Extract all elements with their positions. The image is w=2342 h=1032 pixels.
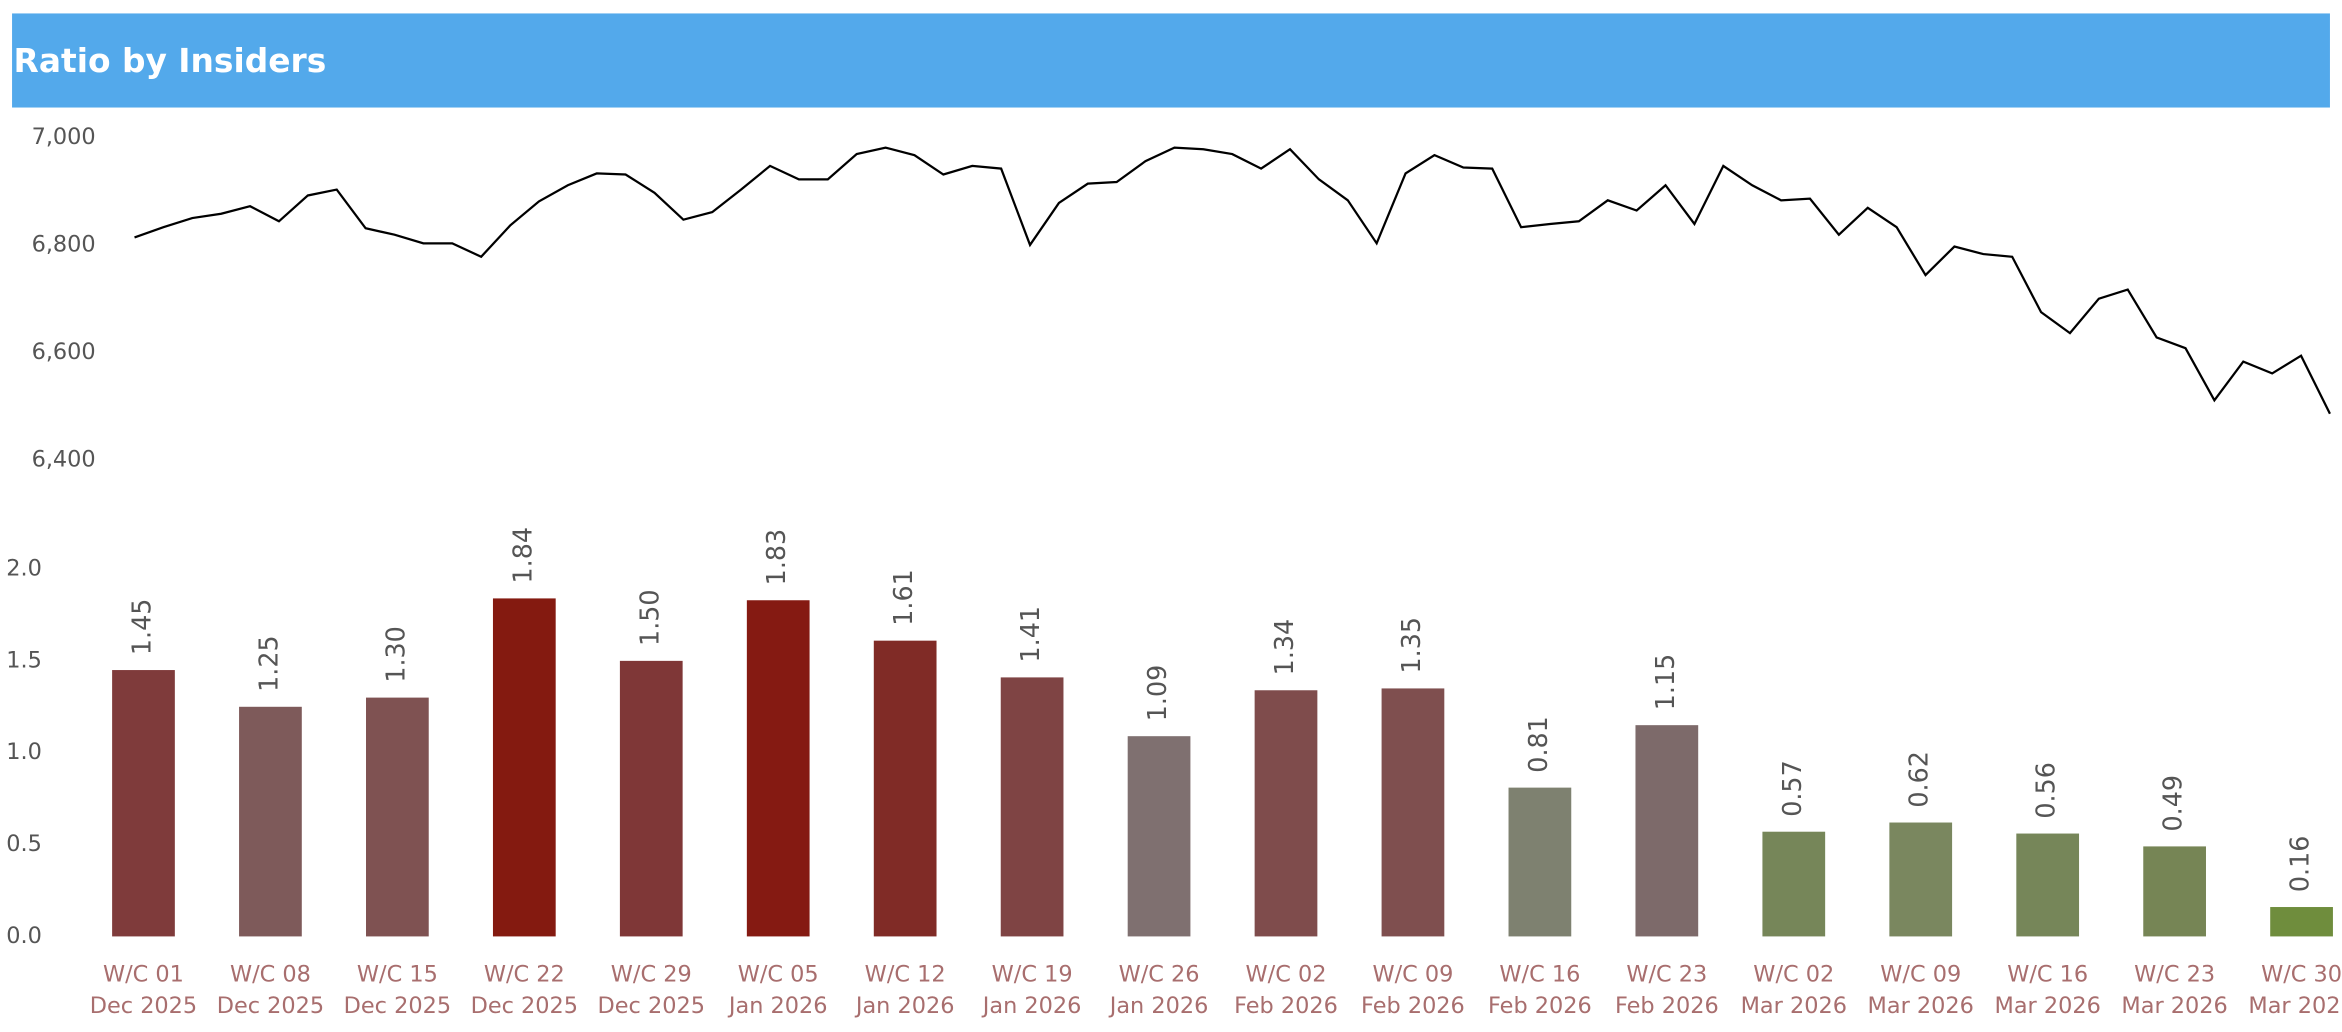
value-label: 1.30 (380, 626, 410, 682)
y-tick-label: 2.0 (6, 556, 42, 582)
x-tick-label: W/C 12 (865, 962, 946, 988)
x-tick-label: W/C 26 (1119, 962, 1200, 988)
x-tick-label: Jan 2026 (854, 993, 955, 1019)
bar (112, 670, 175, 937)
bar (1635, 725, 1699, 937)
value-label: 1.15 (1650, 654, 1680, 711)
bar (1127, 736, 1191, 937)
bar (1254, 690, 1318, 937)
value-label: 1.84 (507, 527, 537, 584)
x-tick-label: Feb 2026 (1615, 993, 1719, 1019)
x-tick-label: Dec 2025 (90, 993, 197, 1019)
x-tick-label: Dec 2025 (471, 993, 578, 1019)
bar (366, 697, 429, 937)
x-tick-label: W/C 19 (992, 962, 1073, 988)
x-tick-label: Jan 2026 (981, 993, 1082, 1019)
bar (2270, 907, 2333, 937)
value-label: 1.83 (761, 529, 791, 586)
x-tick-label: W/C 02 (1753, 962, 1834, 988)
x-tick-label: W/C 08 (230, 962, 311, 988)
value-label: 1.50 (634, 589, 664, 646)
x-tick-label: Mar 2026 (2121, 993, 2227, 1019)
price-line (134, 146, 2331, 415)
y-tick-label: 7,000 (32, 124, 96, 150)
bar (239, 706, 302, 937)
bar (492, 598, 556, 937)
bar (1889, 822, 1953, 937)
y-tick-label: 1.5 (6, 647, 42, 673)
bar (619, 660, 683, 937)
x-tick-label: Feb 2026 (1234, 993, 1338, 1019)
x-tick-label: W/C 23 (1626, 962, 1707, 988)
x-tick-label: W/C 23 (2134, 962, 2215, 988)
value-label: 0.62 (1904, 751, 1934, 808)
x-tick-label: Mar 2026 (1868, 993, 1974, 1019)
x-tick-label: Jan 2026 (727, 993, 828, 1019)
value-label: 1.34 (1269, 619, 1299, 676)
bar (2016, 833, 2080, 937)
x-tick-label: W/C 02 (1246, 962, 1327, 988)
bar (1508, 787, 1572, 937)
x-tick-label: Mar 2026 (1741, 993, 1847, 1019)
x-tick-label: W/C 16 (1499, 962, 1580, 988)
value-label: 1.41 (1015, 606, 1045, 663)
x-tick-label: Feb 2026 (1488, 993, 1592, 1019)
value-label: 1.09 (1142, 665, 1172, 722)
bar (1381, 688, 1445, 937)
y-tick-label: 6,800 (32, 231, 96, 257)
bar (1000, 677, 1064, 937)
value-label: 0.56 (2031, 762, 2061, 819)
x-tick-label: W/C 16 (2007, 962, 2088, 988)
value-label: 0.57 (1777, 760, 1807, 817)
x-tick-label: Dec 2025 (217, 993, 324, 1019)
value-label: 0.81 (1523, 716, 1553, 773)
y-tick-label: 0.0 (6, 923, 42, 949)
x-tick-label: W/C 09 (1880, 962, 1961, 988)
x-tick-label: Mar 2026 (2248, 993, 2342, 1019)
x-tick-label: Jan 2026 (1108, 993, 1209, 1019)
y-tick-label: 0.5 (6, 831, 42, 857)
value-label: 1.61 (888, 569, 918, 626)
x-tick-label: W/C 29 (611, 962, 692, 988)
value-label: 1.25 (253, 635, 283, 692)
value-label: 0.16 (2285, 836, 2315, 893)
header-bar (12, 13, 2330, 108)
value-label: 1.35 (1396, 617, 1426, 674)
x-tick-label: W/C 30 (2261, 962, 2342, 988)
x-tick-label: W/C 05 (738, 962, 819, 988)
bar (873, 640, 937, 937)
y-tick-label: 1.0 (6, 739, 42, 765)
y-tick-label: 6,400 (32, 446, 96, 472)
bar (2143, 846, 2206, 937)
y-tick-label: 6,600 (32, 339, 96, 365)
bar (1762, 831, 1826, 937)
x-tick-label: W/C 01 (103, 962, 184, 988)
x-tick-label: W/C 15 (357, 962, 438, 988)
x-tick-label: Dec 2025 (344, 993, 451, 1019)
bar (746, 600, 810, 937)
value-label: 0.49 (2158, 775, 2188, 832)
value-label: 1.45 (126, 599, 156, 655)
x-tick-label: W/C 09 (1372, 962, 1453, 988)
x-tick-label: Feb 2026 (1361, 993, 1465, 1019)
x-tick-label: Dec 2025 (598, 993, 705, 1019)
title: Ratio by Insiders (14, 42, 327, 80)
x-tick-label: W/C 22 (484, 962, 565, 988)
x-tick-label: Mar 2026 (1994, 993, 2100, 1019)
